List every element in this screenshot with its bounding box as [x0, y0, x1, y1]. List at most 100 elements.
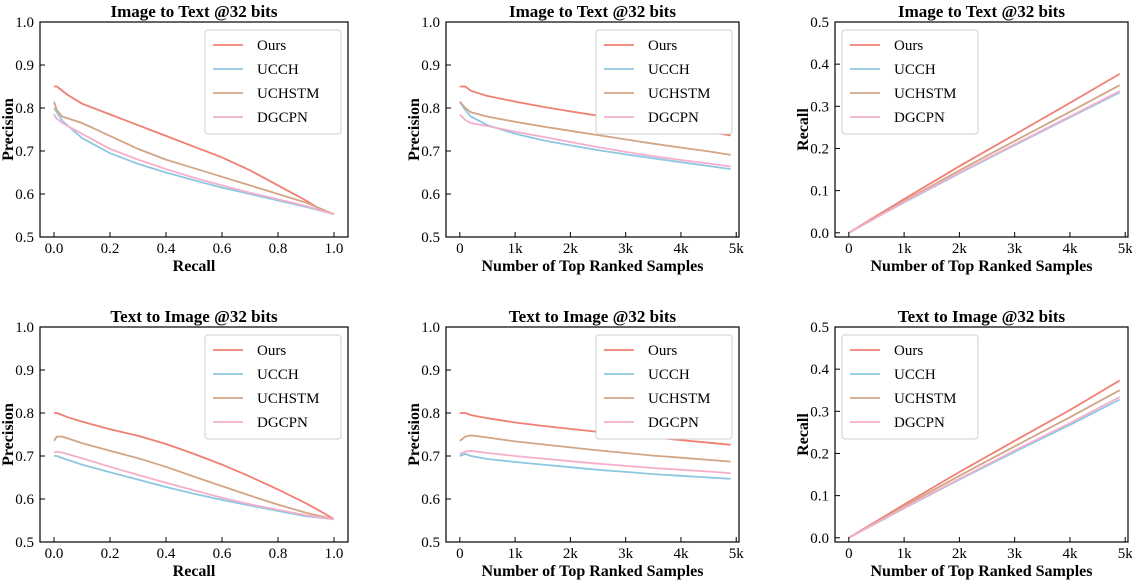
- plot-frame: [834, 21, 1129, 238]
- x-tick-label: 3k: [618, 241, 634, 257]
- x-tick-label: 0.0: [45, 241, 64, 257]
- series-line-ours: [848, 73, 1121, 234]
- series-line-uchstm: [53, 435, 335, 521]
- x-tick-label: 2k: [952, 546, 968, 562]
- legend-label-ucch: UCCH: [894, 367, 936, 383]
- y-tick-label: 0.7: [15, 144, 34, 160]
- series-line-dgcpn: [53, 113, 335, 216]
- legend-box: [841, 29, 979, 135]
- series-line-ucch: [53, 107, 335, 216]
- x-tick-label: 1k: [508, 241, 524, 257]
- x-tick-label: 4k: [673, 241, 689, 257]
- y-tick-label: 1.0: [421, 15, 440, 31]
- y-tick-label: 0.2: [810, 141, 829, 157]
- chart-panel-4: 0.0 0.2 0.4 0.6 0.8 1.0 0.5 0.6 0.7 0.8 0.9 1.0 Text…: [0, 307, 349, 580]
- y-tick-label: 0.1: [810, 489, 829, 505]
- y-tick-label: 0.9: [15, 363, 34, 379]
- y-tick-label: 0.0: [810, 226, 829, 242]
- legend-label-dgcpn: DGCPN: [894, 110, 945, 126]
- legend-label-uchstm: UCHSTM: [257, 86, 320, 102]
- legend-label-uchstm: UCHSTM: [257, 391, 320, 407]
- legend-box: [204, 29, 342, 135]
- x-axis-label: Recall: [173, 563, 216, 580]
- legend-label-ours: Ours: [894, 343, 923, 359]
- y-tick-label: 0.8: [421, 101, 440, 117]
- x-axis-label: Number of Top Ranked Samples: [482, 563, 704, 580]
- series-line-uchstm: [53, 101, 335, 216]
- x-tick-label: 2k: [563, 241, 579, 257]
- legend-label-ucch: UCCH: [894, 62, 936, 78]
- legend-label-dgcpn: DGCPN: [257, 415, 308, 431]
- x-tick-label: 5k: [1118, 241, 1132, 257]
- y-tick-label: 0.1: [810, 184, 829, 200]
- y-tick-label: 0.9: [421, 58, 440, 74]
- legend-label-ours: Ours: [257, 38, 286, 54]
- y-tick-label: 0.5: [15, 230, 34, 246]
- series-line-ucch: [459, 452, 731, 480]
- x-tick-label: 1k: [508, 546, 524, 562]
- y-tick-label: 0.3: [810, 99, 829, 115]
- chart-title: Text to Image @32 bits: [898, 307, 1066, 326]
- x-tick-label: 0.2: [101, 546, 120, 562]
- series-line-uchstm: [459, 434, 731, 463]
- x-tick-label: 0.4: [157, 546, 176, 562]
- series-line-ucch: [54, 455, 335, 521]
- x-axis-label: Recall: [173, 258, 216, 275]
- y-tick-label: 0.7: [421, 144, 440, 160]
- series-line-dgcpn: [459, 449, 731, 475]
- chart-title: Text to Image @32 bits: [509, 307, 677, 326]
- legend: Ours UCCH UCHSTM DGCPN: [595, 29, 733, 135]
- x-tick-label: 0: [845, 546, 853, 562]
- x-tick-label: 4k: [673, 546, 689, 562]
- legend-box: [595, 334, 733, 440]
- x-tick-label: 3k: [618, 546, 634, 562]
- y-tick-label: 0.3: [810, 404, 829, 420]
- y-tick-label: 0.2: [810, 446, 829, 462]
- legend-label-ucch: UCCH: [648, 367, 690, 383]
- legend-box: [595, 29, 733, 135]
- legend-label-dgcpn: DGCPN: [257, 110, 308, 126]
- legend-box: [841, 334, 979, 440]
- x-tick-label: 1.0: [325, 241, 344, 257]
- y-tick-label: 0.8: [15, 406, 34, 422]
- x-tick-label: 5k: [729, 546, 745, 562]
- legend-label-ours: Ours: [894, 38, 923, 54]
- x-tick-label: 0.6: [213, 241, 232, 257]
- chart-panel-1: 0.0 0.2 0.4 0.6 0.8 1.0 0.5 0.6 0.7 0.8 0.9 1.0 Imag…: [0, 2, 349, 275]
- legend-label-uchstm: UCHSTM: [648, 391, 711, 407]
- series-line-dgcpn: [848, 396, 1121, 539]
- chart-panel-6: 0 1k 2k 3k 4k 5k 0.0 0.1 0.2 0.3 0.4 0.5 Text to Ima…: [795, 307, 1132, 580]
- x-tick-label: 2k: [952, 241, 968, 257]
- chart-panel-2: 0 1k 2k 3k 4k 5k 0.5 0.6 0.7 0.8 0.9 1.0 Image to Te…: [406, 2, 744, 275]
- chart-title: Image to Text @32 bits: [898, 2, 1065, 21]
- series-line-ours: [54, 85, 335, 216]
- x-tick-label: 0.0: [45, 546, 64, 562]
- x-axis-label: Number of Top Ranked Samples: [871, 563, 1093, 580]
- y-tick-label: 1.0: [421, 320, 440, 336]
- plot-frame: [39, 326, 349, 543]
- x-tick-label: 1.0: [325, 546, 344, 562]
- y-tick-label: 0.8: [15, 101, 34, 117]
- x-tick-label: 0.6: [213, 546, 232, 562]
- legend-label-ucch: UCCH: [257, 62, 299, 78]
- x-tick-label: 3k: [1007, 241, 1023, 257]
- y-axis-label: Precision: [0, 403, 17, 466]
- y-tick-label: 0.6: [15, 187, 34, 203]
- y-axis-label: Recall: [795, 108, 812, 151]
- series-line-ours: [848, 379, 1121, 539]
- y-tick-label: 0.7: [421, 449, 440, 465]
- y-tick-label: 0.5: [15, 535, 34, 551]
- y-tick-label: 1.0: [15, 320, 34, 336]
- x-tick-label: 0: [845, 241, 853, 257]
- plot-frame: [445, 326, 740, 543]
- legend-label-ours: Ours: [648, 343, 677, 359]
- legend-label-ours: Ours: [257, 343, 286, 359]
- y-tick-label: 0.5: [810, 15, 829, 31]
- y-axis-label: Precision: [406, 403, 423, 466]
- series-line-uchstm: [848, 389, 1121, 539]
- x-tick-label: 0: [456, 546, 464, 562]
- legend: Ours UCCH UCHSTM DGCPN: [204, 29, 342, 135]
- plot-frame: [445, 21, 740, 238]
- x-tick-label: 0.8: [269, 546, 288, 562]
